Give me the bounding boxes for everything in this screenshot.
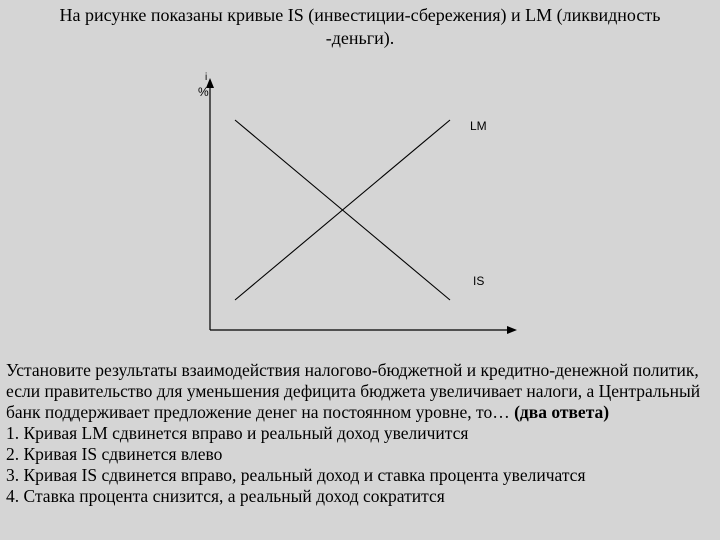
title-line-1: На рисунке показаны кривые IS (инвестици… (60, 5, 661, 25)
y-axis-label-i: i (205, 72, 207, 83)
title-line-2: -деньги). (326, 28, 395, 48)
option-2: 2. Кривая IS сдвинется влево (6, 444, 222, 464)
is-label: IS (473, 274, 484, 288)
title-block: На рисунке показаны кривые IS (инвестици… (10, 4, 710, 49)
question-block: Установите результаты взаимодействия нал… (6, 360, 714, 507)
lm-label: LM (470, 119, 487, 133)
is-lm-chart: i % LM IS (150, 70, 550, 350)
question-bold: (два ответа) (514, 402, 609, 422)
chart-svg: i % LM IS (150, 70, 550, 350)
slide: На рисунке показаны кривые IS (инвестици… (0, 0, 720, 540)
option-3: 3. Кривая IS сдвинется вправо, реальный … (6, 465, 586, 485)
option-4: 4. Ставка процента снизится, а реальный … (6, 486, 445, 506)
option-1: 1. Кривая LM сдвинется вправо и реальный… (6, 423, 468, 443)
x-axis-arrow (507, 326, 517, 334)
y-axis-label-pct: % (198, 85, 209, 99)
